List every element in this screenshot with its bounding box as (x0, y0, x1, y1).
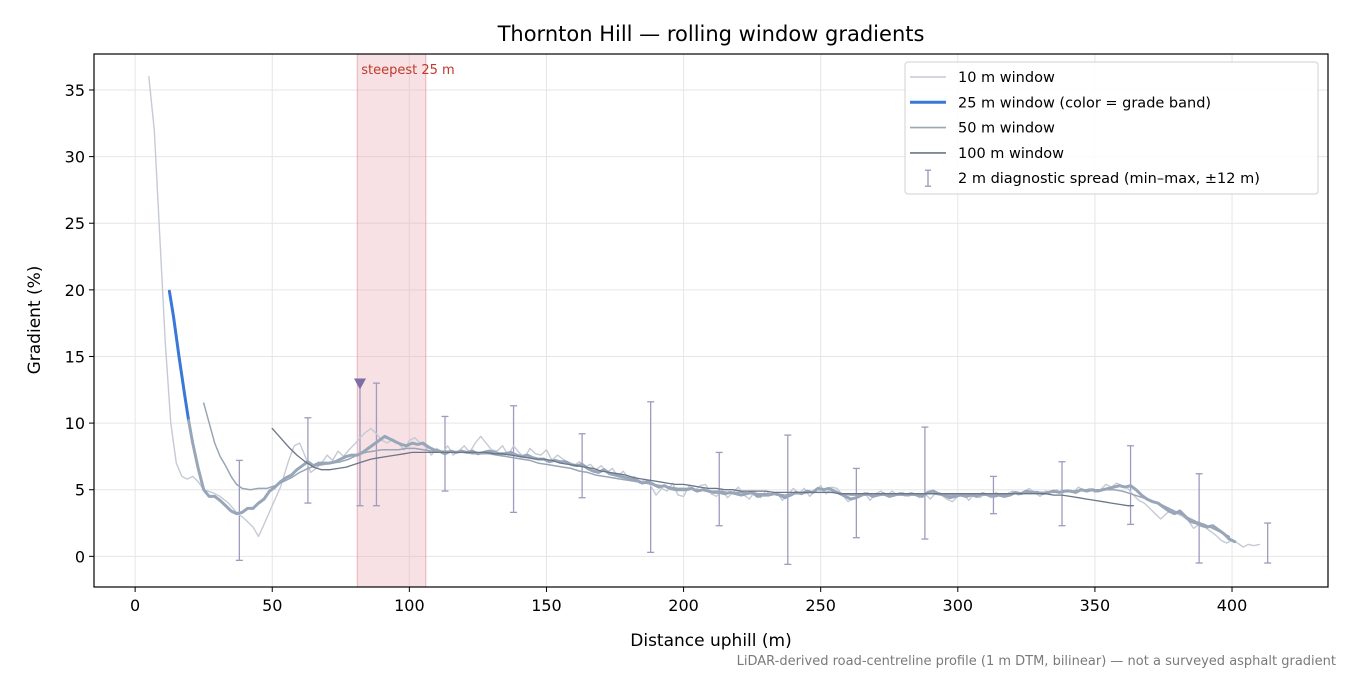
series-line (148, 76, 1261, 548)
legend-box (904, 61, 1319, 195)
legend-label: 10 m window (958, 70, 1055, 86)
footnote: LiDAR-derived road-centreline profile (1… (737, 654, 1336, 669)
legend-label: 25 m window (color = grade band) (958, 95, 1211, 111)
x-tick-label: 350 (1080, 596, 1111, 615)
series-line (167, 289, 191, 422)
series-line (271, 427, 1134, 507)
legend: 10 m window 25 m window (color = grade ba… (904, 61, 1319, 195)
y-tick-label: 0 (75, 547, 85, 566)
y-tick-label: 5 (75, 481, 85, 500)
x-tick-label: 400 (1217, 596, 1248, 615)
y-tick-label: 15 (65, 347, 85, 366)
legend-label: 100 m window (958, 146, 1064, 162)
y-axis-label: Gradient (%) (25, 266, 45, 375)
x-axis-label: Distance uphill (m) (630, 631, 791, 651)
steepest-band (356, 53, 427, 588)
y-tick-label: 30 (65, 148, 85, 167)
plot-area: steepest 25 m 0 50 100 150 200 250 300 350 400 0 5 1… (65, 53, 1329, 615)
x-tick-label: 100 (394, 596, 425, 615)
series-line (202, 402, 1231, 538)
x-tick-label: 50 (262, 596, 282, 615)
x-tick-label: 150 (531, 596, 562, 615)
steepest-point-marker (353, 378, 366, 390)
y-tick-label: 10 (65, 414, 85, 433)
x-tick-label: 200 (668, 596, 699, 615)
y-tick-label: 20 (65, 281, 85, 300)
axes-frame (93, 53, 1329, 588)
y-tick-label: 25 (65, 214, 85, 233)
series-line (187, 418, 1237, 544)
x-tick-label: 250 (805, 596, 836, 615)
x-tick-label: 300 (943, 596, 974, 615)
legend-label: 50 m window (958, 121, 1055, 137)
legend-label: 2 m diagnostic spread (min–max, ±12 m) (958, 171, 1260, 187)
chart-title: Thornton Hill — rolling window gradients (497, 22, 925, 46)
y-tick-label: 35 (65, 81, 85, 100)
steepest-band-label: steepest 25 m (361, 63, 454, 78)
x-tick-label: 0 (130, 596, 140, 615)
